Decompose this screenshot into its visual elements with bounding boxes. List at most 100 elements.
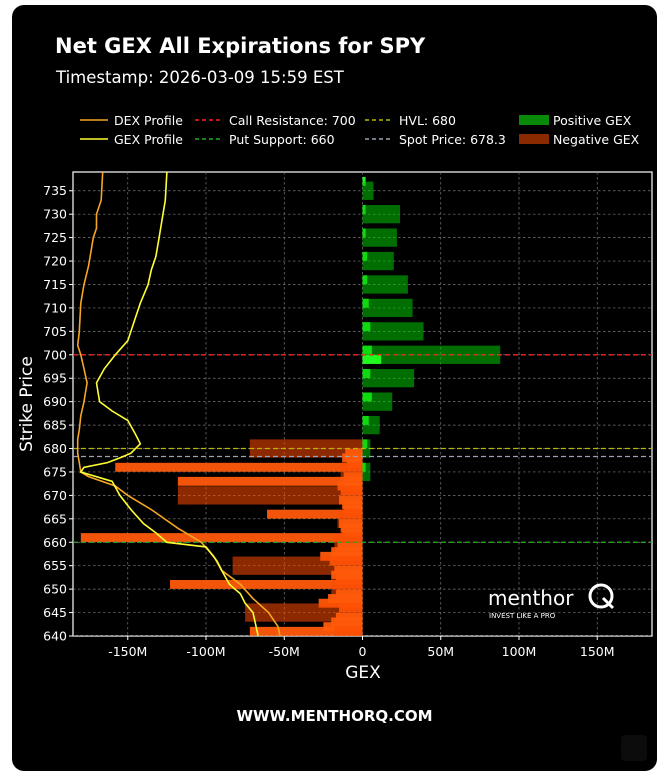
- y-tick-label: 655: [43, 558, 67, 573]
- positive-gex-bar: [362, 181, 374, 200]
- negative-gex-bar: [249, 626, 363, 636]
- legend-pos-swatch: [519, 115, 549, 125]
- y-tick-label: 670: [43, 488, 67, 503]
- x-tick-label: 50M: [427, 644, 454, 659]
- y-tick-label: 700: [43, 347, 67, 362]
- corner-widget: [621, 735, 647, 761]
- y-axis-label: Strike Price: [17, 356, 37, 452]
- logo-q-tail: [601, 596, 615, 610]
- negative-gex-bar: [342, 500, 363, 510]
- y-tick-label: 665: [43, 511, 67, 526]
- negative-gex-bar: [337, 481, 363, 491]
- negative-gex-bar: [343, 472, 363, 482]
- y-tick-label: 660: [43, 535, 67, 550]
- chart-title: Net GEX All Expirations for SPY: [55, 34, 426, 58]
- negative-gex-bar: [245, 603, 363, 622]
- gex-profile-line: [79, 172, 259, 636]
- negative-gex-bar: [177, 476, 363, 486]
- legend-gex-label: GEX Profile: [114, 132, 183, 147]
- x-tick-label: -150M: [108, 644, 147, 659]
- axis-ticks: 640 645 650 655 660 665 670 675 680 685 690 695 700 7…: [43, 183, 614, 659]
- negative-gex-bar: [342, 453, 363, 463]
- y-tick-label: 725: [43, 230, 67, 245]
- footer-website: WWW.MENTHORQ.COM: [236, 707, 433, 725]
- negative-gex-bar: [346, 458, 363, 468]
- positive-gex-bar: [362, 392, 393, 411]
- negative-gex-bar: [170, 579, 363, 589]
- negative-gex-bar: [331, 570, 363, 580]
- positive-gex-bar: [362, 369, 415, 388]
- x-tick-label: -50M: [269, 644, 300, 659]
- positive-gex-bar: [362, 205, 401, 224]
- negative-gex-bar: [80, 533, 363, 543]
- negative-gex-bar: [323, 622, 363, 632]
- chart-legend: DEX Profile GEX Profile Call Resistance: 7…: [80, 113, 640, 147]
- positive-gex-bar: [362, 322, 424, 341]
- y-tick-label: 705: [43, 324, 67, 339]
- negative-gex-bar: [334, 626, 363, 636]
- y-tick-label: 735: [43, 183, 67, 198]
- legend-hvl-label: HVL: 680: [399, 113, 456, 128]
- x-axis-label: GEX: [345, 663, 381, 683]
- negative-gex-bar: [335, 589, 363, 599]
- profile-lines: [76, 172, 281, 636]
- negative-gex-bar: [318, 598, 363, 608]
- legend-neg-swatch: [519, 134, 549, 144]
- negative-gex-bar: [177, 486, 363, 505]
- negative-gex-bar: [267, 509, 363, 519]
- positive-gex-bar: [362, 251, 394, 271]
- y-tick-label: 710: [43, 300, 67, 315]
- positive-gex-bar: [362, 439, 371, 458]
- chart-card: Net GEX All Expirations for SPY Timestam…: [12, 5, 657, 771]
- legend-neg-label: Negative GEX: [553, 132, 640, 147]
- negative-gex-bar: [335, 575, 363, 585]
- positive-gex-bar: [362, 415, 380, 435]
- logo-q-icon: [588, 583, 614, 609]
- y-tick-label: 645: [43, 605, 67, 620]
- negative-gex-bar: [334, 565, 363, 575]
- negative-gex-bar: [328, 594, 363, 603]
- grid-lines: [73, 172, 652, 636]
- negative-gex-bar: [339, 495, 363, 505]
- x-tick-label: 100M: [502, 644, 537, 659]
- gex-chart: DEX Profile GEX Profile Call Resistance: 7…: [17, 113, 653, 683]
- positive-gex-bar: [362, 345, 501, 364]
- chart-timestamp: Timestamp: 2026-03-09 15:59 EST: [56, 68, 344, 87]
- logo-wordmark: menthor: [488, 586, 574, 610]
- negative-gex-bar: [115, 462, 363, 472]
- y-tick-label: 695: [43, 371, 67, 386]
- gex-bars: [80, 176, 501, 636]
- negative-gex-bar: [232, 556, 363, 575]
- legend-putsup-label: Put Support: 660: [229, 132, 335, 147]
- positive-gex-bar: [362, 275, 408, 294]
- menthorq-logo: menthor INVEST LIKE A PRO: [488, 583, 615, 620]
- positive-gex-bar: [362, 228, 397, 247]
- logo-tagline: INVEST LIKE A PRO: [489, 612, 556, 620]
- positive-gex-bar: [362, 462, 371, 482]
- x-tick-label: 150M: [580, 644, 615, 659]
- y-tick-label: 675: [43, 464, 67, 479]
- y-tick-label: 690: [43, 394, 67, 409]
- positive-gex-bar: [362, 298, 413, 318]
- negative-gex-bar: [342, 528, 363, 538]
- legend-callres-label: Call Resistance: 700: [229, 113, 356, 128]
- y-tick-label: 640: [43, 629, 67, 644]
- y-tick-label: 715: [43, 277, 67, 292]
- legend-pos-label: Positive GEX: [553, 113, 632, 128]
- negative-gex-bar: [345, 448, 363, 458]
- x-tick-label: -100M: [186, 644, 225, 659]
- negative-gex-bar: [340, 523, 363, 533]
- negative-gex-bar: [337, 542, 363, 552]
- y-tick-label: 720: [43, 254, 67, 269]
- negative-gex-bar: [331, 547, 363, 557]
- legend-dex-label: DEX Profile: [114, 113, 183, 128]
- x-tick-label: 0: [359, 644, 367, 659]
- positive-gex-bar: [362, 355, 382, 364]
- y-tick-label: 685: [43, 418, 67, 433]
- y-tick-label: 650: [43, 582, 67, 597]
- y-tick-label: 680: [43, 441, 67, 456]
- negative-gex-bar: [343, 505, 363, 514]
- negative-gex-bar: [320, 551, 363, 561]
- positive-gex-bar: [362, 176, 366, 186]
- negative-gex-bar: [339, 519, 363, 528]
